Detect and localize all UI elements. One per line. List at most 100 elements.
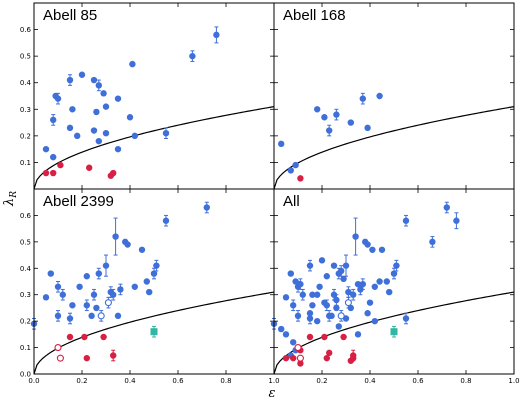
data-point-fast [150,270,158,277]
data-point-fast [69,106,76,113]
data-point-fast [338,267,345,275]
data-point-fast [369,246,376,253]
data-point-fast [131,283,138,290]
data-point-fast [59,291,66,298]
data-point-fast [54,95,62,102]
data-point-fast [429,238,436,246]
data-point-fast [90,127,98,134]
data-point-fast [333,296,340,304]
data-point-fast [333,111,340,118]
data-point-slow [110,352,117,359]
data-point-fast [102,130,110,137]
threshold-curve [33,291,275,375]
data-point-slow-open [294,344,302,352]
data-point-fast [347,119,354,126]
data-point-slow [340,333,347,341]
data-point-slow [81,333,88,341]
data-point-fast [102,262,110,269]
data-point-slow [321,333,328,341]
data-point-fast [354,280,362,288]
data-point-fast [453,217,460,224]
data-point-fast [143,278,150,285]
x-tick-label: 0.8 [220,377,231,385]
data-point-fast [306,315,314,322]
data-point-fast [376,92,383,100]
x-tick-label: 0.2 [316,377,327,385]
data-point-slow [66,333,74,341]
data-point-fast [443,204,450,211]
data-point-fast [124,241,131,248]
data-point-fast [66,315,74,322]
data-point-fast [364,310,371,317]
data-point-fast [330,291,338,298]
threshold-curve [33,106,275,190]
data-point-fast [318,257,326,264]
data-point-fast [383,278,390,285]
data-point-fast [292,161,299,169]
data-point-bcg [150,328,158,336]
data-point-fast [189,52,196,60]
data-point-fast [402,315,410,322]
data-point-fast [78,71,86,78]
data-point-slow [282,354,290,362]
data-point-fast [321,114,328,121]
data-point-fast [402,217,410,224]
y-tick-label: 0.1 [20,159,31,167]
data-point-slow [350,354,357,362]
data-point-fast [213,31,220,39]
panel-title: Abell 168 [283,7,346,24]
data-point-fast [74,132,81,140]
data-point-fast [54,312,62,320]
data-point-fast [278,325,285,333]
y-tick-label: 0.0 [20,371,31,379]
data-point-fast [54,283,62,290]
threshold-curve [273,291,515,375]
data-point-fast [366,299,374,306]
data-point-slow [323,354,330,362]
panel-frame [33,2,275,190]
data-point-fast-open [337,312,345,320]
y-tick-label: 0.5 [20,53,31,61]
data-point-fast [153,262,160,269]
x-tick-label: 0.8 [460,377,471,385]
data-point-fast [314,291,321,298]
y-tick-label: 0.3 [20,291,31,299]
data-point-fast [299,291,306,298]
data-point-fast [290,339,297,346]
y-tick-label: 0.5 [20,238,31,246]
data-point-fast [326,127,333,134]
data-point-fast [69,302,76,309]
data-point-fast [114,312,122,320]
y-axis-label-sub: R [9,191,19,199]
data-point-fast [95,270,103,277]
y-tick-label: 0.2 [20,318,31,326]
data-point-fast [110,291,117,298]
panel-frame [33,188,275,375]
data-point-fast [287,270,294,277]
data-point-fast [371,317,378,325]
data-point-fast [352,233,359,240]
x-tick-label: 0.4 [364,377,376,385]
data-point-slow [100,333,107,341]
data-point-fast [50,116,57,124]
data-point-fast [42,145,50,153]
data-point-fast [330,262,338,269]
y-tick-label: 0.3 [20,106,31,114]
data-point-fast [393,262,400,269]
data-point-fast [50,153,57,161]
data-point-slow [50,169,57,177]
data-point-fast [316,283,323,290]
x-tick-label: 0.2 [76,377,87,385]
y-tick-label: 0.6 [20,26,32,34]
data-point-fast [93,304,100,312]
y-tick-label: 0.2 [20,132,31,140]
data-point-slow [297,360,304,367]
data-point-fast [342,262,350,269]
data-point-fast [297,280,304,288]
data-point-fast [95,137,103,145]
data-point-fast-open [344,299,352,307]
data-point-fast [359,95,366,102]
data-point-fast [162,130,170,137]
data-point-slow [86,164,93,171]
x-tick-label: 0.6 [172,377,184,385]
